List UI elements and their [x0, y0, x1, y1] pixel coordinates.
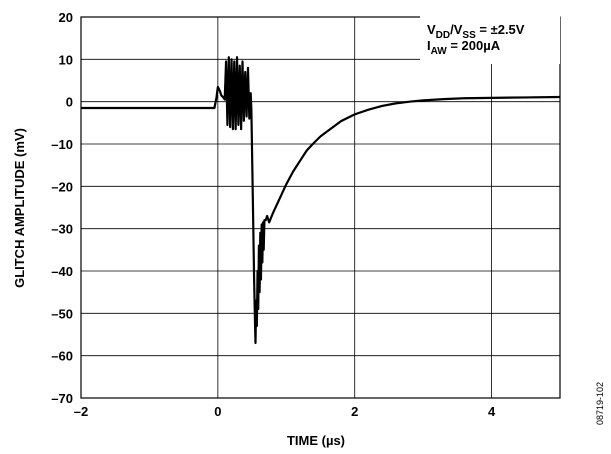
y-tick-label: –60: [51, 349, 73, 364]
y-tick-label: 10: [59, 52, 73, 67]
x-tick-label: 0: [214, 404, 221, 419]
y-tick-label: –30: [51, 222, 73, 237]
x-tick-label: 4: [488, 404, 496, 419]
y-axis-label: GLITCH AMPLITUDE (mV): [12, 128, 27, 288]
y-tick-label: 0: [66, 95, 73, 110]
figure-id: 08719-102: [595, 382, 605, 425]
x-tick-label: –2: [74, 404, 88, 419]
grid-lines: [80, 16, 560, 399]
y-tick-label: –40: [51, 264, 73, 279]
x-axis-label: TIME (µs): [287, 433, 345, 448]
x-tick-labels: –2 0 2 4: [74, 404, 496, 419]
annotation-background: [420, 14, 560, 64]
wiper-current-annotation: IAW = 200µA: [427, 38, 501, 57]
y-tick-label: –50: [51, 306, 73, 321]
y-tick-label: –10: [51, 137, 73, 152]
plot-frame: [80, 16, 561, 399]
glitch-trace-line: [81, 56, 561, 345]
x-tick-label: 2: [351, 404, 358, 419]
y-tick-label: 20: [59, 10, 73, 25]
supply-voltage-annotation: VDD/VSS = ±2.5V: [427, 22, 525, 41]
y-tick-label: –70: [51, 391, 73, 406]
y-tick-labels: 20 10 0 –10 –20 –30 –40 –50 –60 –70: [51, 10, 73, 406]
y-tick-label: –20: [51, 179, 73, 194]
